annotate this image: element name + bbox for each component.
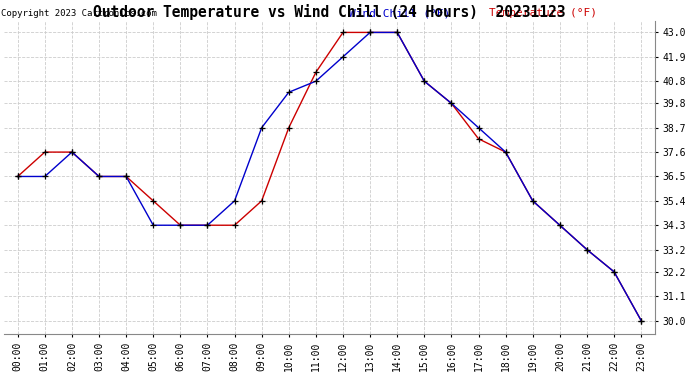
Text: Temperature (°F): Temperature (°F) [489, 8, 597, 18]
Text: Wind Chill (°F): Wind Chill (°F) [349, 8, 450, 18]
Title: Outdoor Temperature vs Wind Chill (24 Hours)  20231123: Outdoor Temperature vs Wind Chill (24 Ho… [93, 4, 566, 20]
Text: Copyright 2023 Cartronics.com: Copyright 2023 Cartronics.com [1, 9, 157, 18]
